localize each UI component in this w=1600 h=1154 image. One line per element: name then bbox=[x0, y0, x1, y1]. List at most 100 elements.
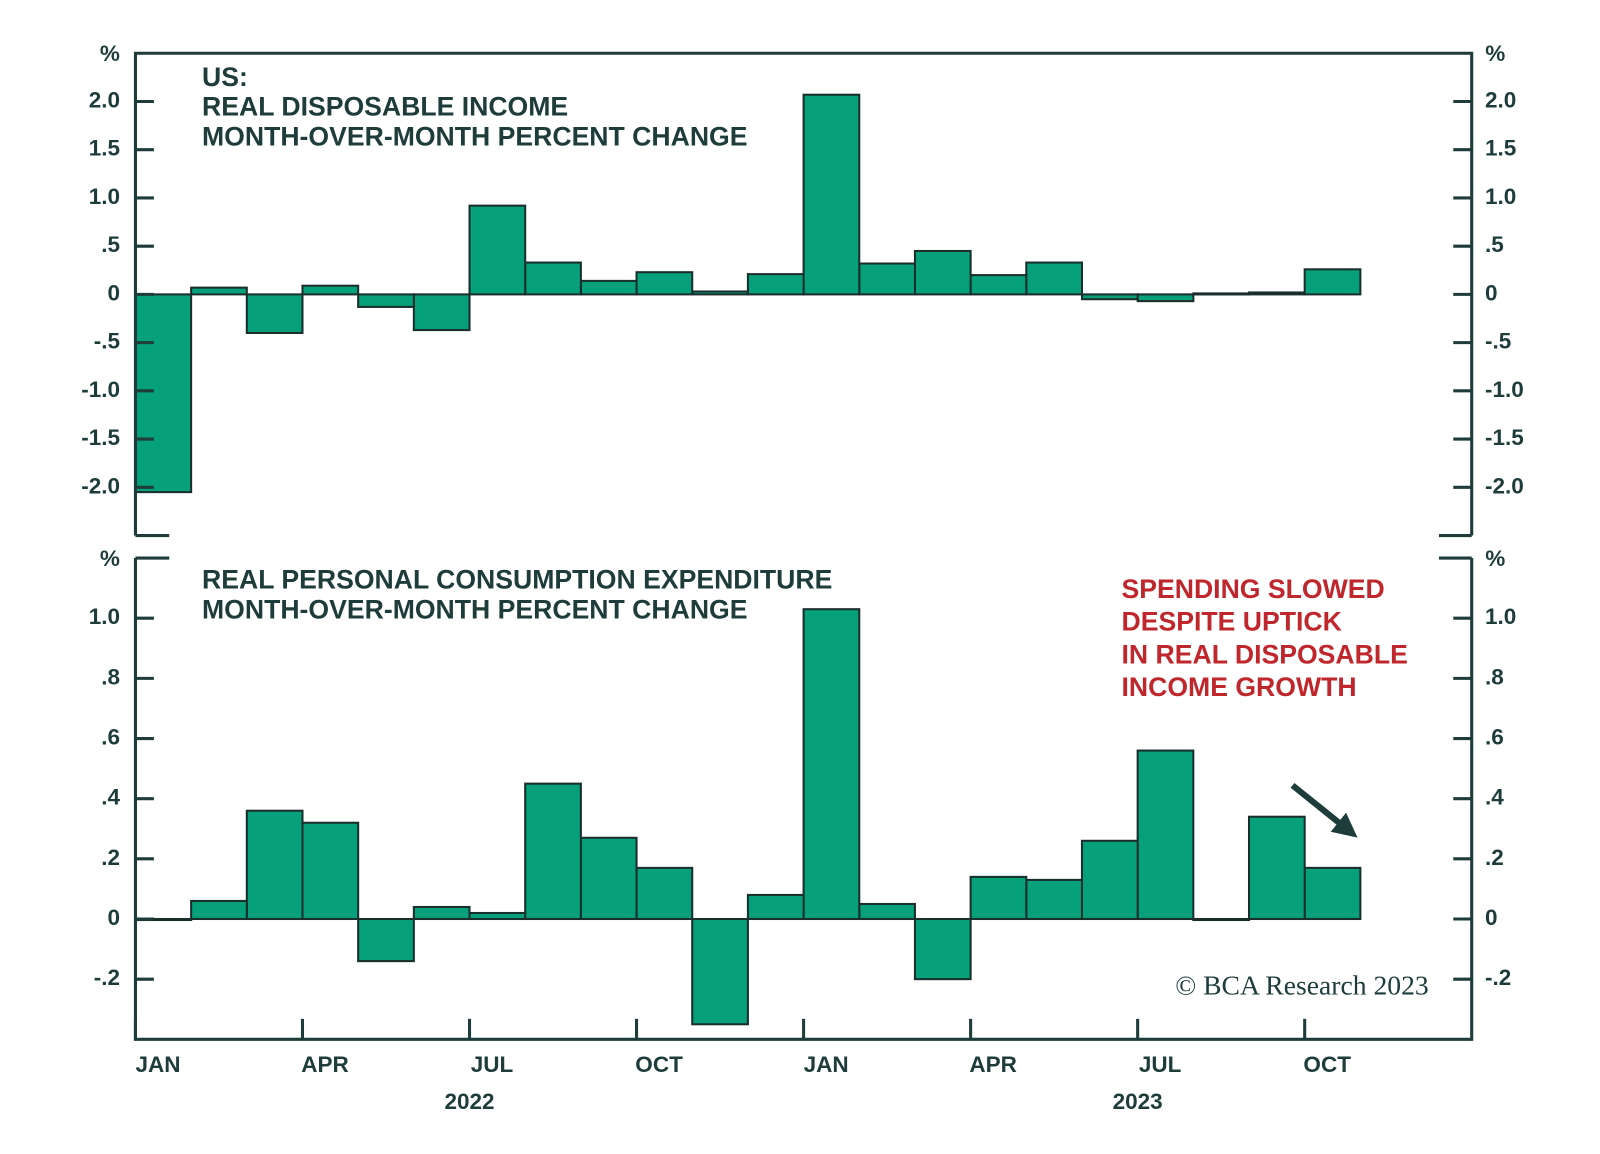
y-tick-label: -.2 bbox=[94, 965, 120, 990]
bar bbox=[1192, 292, 1251, 296]
y2-tick-label: -2.0 bbox=[1485, 473, 1524, 498]
x-tick-label: JUL bbox=[471, 1052, 514, 1077]
bar bbox=[1247, 815, 1306, 921]
bar bbox=[969, 274, 1028, 296]
y2-tick-label: 2.0 bbox=[1485, 87, 1516, 112]
bar bbox=[524, 782, 582, 921]
bar bbox=[1080, 839, 1139, 921]
bar bbox=[1192, 917, 1251, 922]
y-tick-label: -1.0 bbox=[81, 377, 120, 402]
year-label: 2023 bbox=[1113, 1089, 1163, 1114]
y-tick-label: .8 bbox=[101, 664, 120, 689]
bar bbox=[1080, 293, 1139, 301]
y-tick-label: 1.0 bbox=[89, 184, 120, 209]
bar bbox=[913, 249, 972, 296]
x-tick-label: OCT bbox=[1303, 1052, 1351, 1077]
arrow bbox=[1290, 782, 1358, 838]
bar bbox=[301, 821, 360, 921]
y-tick-label: 1.0 bbox=[89, 604, 120, 629]
bar bbox=[635, 866, 694, 921]
y2-tick-label: 1.0 bbox=[1485, 184, 1516, 209]
panel-title: REAL DISPOSABLE INCOME bbox=[202, 92, 568, 122]
bar bbox=[969, 875, 1028, 921]
bar bbox=[691, 917, 749, 1026]
bar bbox=[357, 917, 415, 963]
panel-title: REAL PERSONAL CONSUMPTION EXPENDITURE bbox=[202, 565, 832, 595]
bar bbox=[245, 809, 304, 921]
bar bbox=[579, 836, 638, 921]
bar bbox=[802, 608, 861, 921]
y-tick-label: -2.0 bbox=[81, 473, 120, 498]
y-tick-label: .2 bbox=[101, 845, 120, 870]
y-tick-label: -1.5 bbox=[81, 425, 120, 450]
annotation: INCOME GROWTH bbox=[1122, 672, 1357, 702]
bar bbox=[746, 893, 805, 921]
bar bbox=[1136, 749, 1195, 921]
x-tick-label: JAN bbox=[804, 1052, 849, 1077]
y2-tick-label: .6 bbox=[1485, 724, 1504, 749]
bar bbox=[1303, 268, 1362, 296]
y-tick-label: 0 bbox=[108, 905, 121, 930]
bar bbox=[412, 905, 471, 921]
x-tick-label: JAN bbox=[135, 1052, 180, 1077]
y2-tick-label: -1.5 bbox=[1485, 425, 1524, 450]
bar bbox=[691, 290, 749, 296]
y2-tick-label: .2 bbox=[1485, 845, 1504, 870]
annotation: IN REAL DISPOSABLE bbox=[1122, 639, 1408, 669]
panel-title: MONTH-OVER-MONTH PERCENT CHANGE bbox=[202, 594, 747, 624]
y2-tick-label: .4 bbox=[1485, 785, 1504, 810]
bar bbox=[1136, 293, 1195, 303]
bar bbox=[802, 93, 861, 296]
bar bbox=[134, 293, 193, 494]
bar bbox=[1025, 878, 1083, 921]
x-tick-label: APR bbox=[301, 1052, 349, 1077]
bar bbox=[858, 902, 916, 921]
bar bbox=[635, 271, 694, 296]
y-unit: % bbox=[100, 546, 120, 571]
bar bbox=[1247, 291, 1306, 296]
bar bbox=[913, 917, 972, 981]
bar bbox=[1303, 866, 1362, 921]
annotation: DESPITE UPTICK bbox=[1122, 607, 1342, 637]
panel-title: MONTH-OVER-MONTH PERCENT CHANGE bbox=[202, 121, 747, 151]
y2-tick-label: -1.0 bbox=[1485, 377, 1524, 402]
y2-tick-label: 0 bbox=[1485, 280, 1498, 305]
y2-unit: % bbox=[1485, 546, 1505, 571]
y2-tick-label: 1.0 bbox=[1485, 604, 1516, 629]
y2-tick-label: 1.5 bbox=[1485, 136, 1516, 161]
bar bbox=[524, 261, 582, 296]
bar bbox=[190, 899, 248, 921]
bar bbox=[357, 293, 415, 308]
y2-unit: % bbox=[1485, 41, 1505, 66]
bar bbox=[579, 279, 638, 296]
year-label: 2022 bbox=[444, 1089, 494, 1114]
y-tick-label: .4 bbox=[101, 785, 120, 810]
x-tick-label: APR bbox=[969, 1052, 1017, 1077]
bar bbox=[746, 273, 805, 296]
bar bbox=[190, 286, 248, 296]
credit: © BCA Research 2023 bbox=[1175, 969, 1428, 1000]
y-tick-label: -.5 bbox=[94, 329, 120, 354]
bar bbox=[468, 204, 527, 296]
y-tick-label: 2.0 bbox=[89, 87, 120, 112]
bar bbox=[1025, 261, 1083, 296]
y-tick-label: .5 bbox=[101, 232, 120, 257]
y2-tick-label: .5 bbox=[1485, 232, 1504, 257]
bar bbox=[412, 293, 471, 332]
bar bbox=[858, 262, 916, 296]
panel-title: US: bbox=[202, 62, 248, 92]
y-tick-label: 1.5 bbox=[89, 136, 120, 161]
y2-tick-label: .8 bbox=[1485, 664, 1504, 689]
annotation: SPENDING SLOWED bbox=[1122, 574, 1385, 604]
y-tick-label: 0 bbox=[108, 280, 121, 305]
y-tick-label: .6 bbox=[101, 724, 120, 749]
bar bbox=[245, 293, 304, 334]
bar bbox=[301, 284, 360, 296]
y2-tick-label: 0 bbox=[1485, 905, 1498, 930]
y2-tick-label: -.5 bbox=[1485, 329, 1511, 354]
bar bbox=[468, 911, 527, 921]
x-tick-label: JUL bbox=[1139, 1052, 1182, 1077]
x-tick-label: OCT bbox=[635, 1052, 683, 1077]
